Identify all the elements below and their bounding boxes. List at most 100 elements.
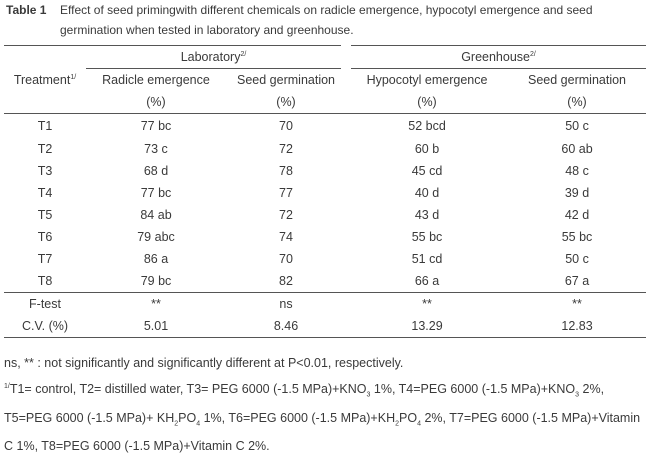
cell: 86 a	[143, 251, 169, 266]
cell: 52 bcd	[408, 118, 446, 133]
treatment: T5	[37, 207, 53, 222]
cell: 39 d	[564, 185, 590, 200]
group-note: 2/	[240, 50, 247, 58]
cell: 8.46	[226, 314, 347, 338]
footnote: 1/T1= control, T2= distilled water, T3= …	[4, 375, 646, 458]
treatment-header: Treatment	[13, 72, 71, 87]
cell: 66 a	[414, 273, 440, 288]
treatment: T4	[37, 185, 53, 200]
stat-label: C.V. (%)	[4, 314, 86, 338]
cell: 5.01	[86, 314, 226, 338]
footnotes: ns, ** : not significantly and significa…	[4, 352, 646, 458]
footnote-text: 2%, T5=PEG 6000 (-1.5 MPa)+ KH	[4, 382, 605, 425]
treatment: T6	[37, 229, 53, 244]
cell: 48 c	[565, 163, 589, 178]
data-row: T3 68 d 78 45 cd 48 c	[4, 160, 646, 182]
treatment: T8	[37, 273, 53, 288]
data-row: T1 77 bc 70 52 bcd 50 c	[4, 114, 646, 138]
caption-label: Table 1	[6, 3, 47, 17]
data-row: T8 79 bc 82 66 a 67 a	[4, 270, 646, 293]
table-body: Laboratory2/ Greenhouse2/ Treatment1/ Ra…	[4, 45, 647, 338]
caption: Table 1 Effect of seed primingwith diffe…	[6, 0, 646, 40]
header-row: Treatment1/ Radicle emergence Seed germi…	[4, 69, 646, 92]
cell: ns	[226, 291, 347, 315]
cell: 68 d	[143, 163, 169, 178]
footnote-text: PO	[178, 410, 197, 425]
cell: 77	[279, 185, 293, 200]
data-row: T5 84 ab 72 43 d 42 d	[4, 204, 646, 226]
caption-text: Effect of seed primingwith different che…	[60, 3, 593, 37]
footnote-text: 1%, T6=PEG 6000 (-1.5 MPa)+KH	[200, 410, 396, 425]
group-header: Greenhouse2/	[341, 45, 647, 69]
cell: 79 bc	[140, 273, 172, 288]
column-header: Seed germination	[237, 73, 335, 87]
cell: 79 abc	[137, 229, 175, 244]
cell: 12.83	[508, 314, 647, 338]
cell: 78	[279, 163, 293, 178]
stat-row: F-test ** ns ** **	[4, 291, 647, 315]
cell: 73 c	[144, 141, 168, 156]
unit: (%)	[508, 91, 647, 114]
empty-cell	[4, 91, 86, 114]
cell: 60 ab	[561, 141, 593, 156]
cell: 50 c	[565, 118, 589, 133]
subscript: 3	[366, 391, 371, 399]
unit: (%)	[86, 91, 226, 114]
cell: 77 bc	[140, 118, 172, 133]
subscript: 4	[417, 420, 421, 428]
cell: **	[508, 291, 647, 315]
cell: 67 a	[564, 273, 590, 288]
subscript: 4	[196, 420, 201, 428]
cell: 82	[279, 273, 293, 288]
group-label: Greenhouse	[461, 50, 530, 64]
unit: (%)	[346, 91, 509, 114]
treatment: T1	[37, 118, 53, 133]
subscript: 2	[174, 420, 179, 428]
footnote-mark: 1/	[4, 383, 10, 390]
cell: 72	[279, 207, 293, 222]
data-row: T7 86 a 70 51 cd 50 c	[4, 248, 646, 270]
cell: 50 c	[565, 251, 589, 266]
group-label: Laboratory	[180, 50, 241, 64]
stat-row: C.V. (%) 5.01 8.46 13.29 12.83	[4, 314, 647, 338]
cell: 55 bc	[411, 229, 443, 244]
cell: **	[86, 291, 226, 315]
subscript: 3	[575, 391, 580, 399]
treatment: T2	[37, 141, 53, 156]
cell: 70	[279, 251, 293, 266]
cell: 74	[279, 229, 293, 244]
cell: 77 bc	[140, 185, 172, 200]
footnote: ns, ** : not significantly and significa…	[4, 352, 646, 375]
data-row: T4 77 bc 77 40 d 39 d	[4, 182, 646, 204]
data-table: Laboratory2/ Greenhouse2/ Treatment1/ Ra…	[4, 45, 647, 338]
cell: 70	[279, 118, 293, 133]
cell: 42 d	[564, 207, 590, 222]
treatment: T7	[37, 251, 53, 266]
cell: 60 b	[414, 141, 440, 156]
cell: 45 cd	[411, 163, 443, 178]
group-note: 2/	[530, 50, 536, 58]
group-header: Laboratory2/	[86, 45, 347, 69]
cell: 43 d	[414, 207, 440, 222]
cell: 51 cd	[411, 251, 443, 266]
data-row: T6 79 abc 74 55 bc 55 bc	[4, 226, 646, 248]
cell: 72	[279, 141, 293, 156]
unit-row: (%) (%) (%) (%)	[4, 91, 647, 114]
group-row: Laboratory2/ Greenhouse2/	[4, 45, 647, 69]
subscript: 2	[395, 420, 400, 428]
stat-label: F-test	[4, 291, 86, 315]
data-row: T2 73 c 72 60 b 60 ab	[4, 138, 646, 160]
header-cell: Treatment1/	[4, 69, 86, 92]
empty-cell	[4, 46, 86, 69]
column-header: Seed germination	[528, 73, 626, 87]
treatment: T3	[37, 163, 53, 178]
treatment-note: 1/	[70, 73, 77, 81]
footnote-text: 1%, T4=PEG 6000 (-1.5 MPa)+KNO	[370, 382, 576, 397]
column-header: Radicle emergence	[102, 73, 210, 87]
cell: **	[346, 291, 509, 315]
cell: 55 bc	[561, 229, 593, 244]
cell: 40 d	[414, 185, 440, 200]
footnote-text: PO	[399, 410, 418, 425]
column-header: Hypocotyl emergence	[366, 73, 488, 87]
